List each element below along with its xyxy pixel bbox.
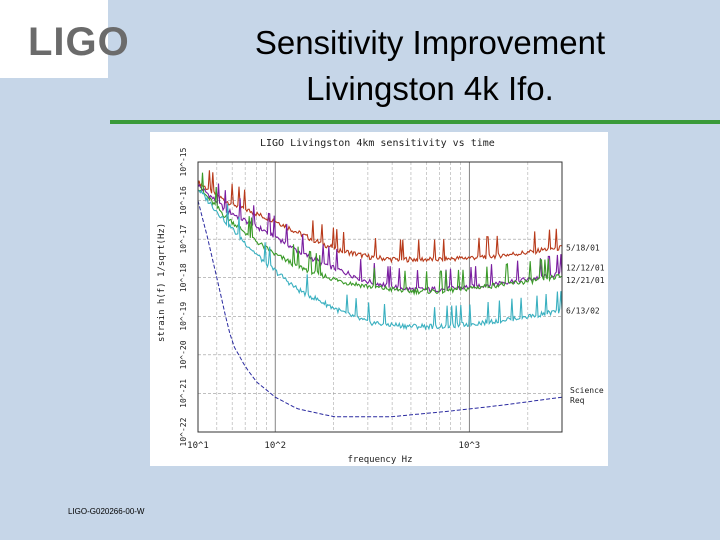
y-axis-label: strain h(f) 1/sqrt(Hz) <box>157 223 167 342</box>
y-tick-label: 10^-22 <box>179 417 188 446</box>
series-label: Req <box>570 396 585 405</box>
ligo-logo: LIGO <box>28 20 130 64</box>
document-id: LIGO-G020266-00-W <box>68 507 145 516</box>
plot-panel: LIGO Livingston 4km sensitivity vs time s… <box>150 132 608 466</box>
y-tick-label: 10^-18 <box>179 263 188 292</box>
series-label: Science <box>570 386 604 395</box>
x-tick-label: 10^2 <box>264 441 286 451</box>
series-label: 12/12/01 <box>566 263 605 272</box>
slide-title: Sensitivity Improvement Livingston 4k If… <box>150 20 710 112</box>
series-line-12-21-01 <box>197 172 563 296</box>
series-line-science-req <box>197 200 563 418</box>
y-tick-label: 10^-15 <box>179 147 188 176</box>
series-label: 12/21/01 <box>566 276 605 285</box>
series-label: 5/18/01 <box>566 244 600 253</box>
x-tick-label: 10^1 <box>187 441 209 451</box>
title-rule <box>110 120 720 124</box>
x-axis-label: frequency Hz <box>347 455 412 465</box>
logo-box: LIGO <box>0 0 129 78</box>
series-line-5-18-01 <box>197 170 563 264</box>
x-tick-label: 10^3 <box>459 441 481 451</box>
y-tick-label: 10^-16 <box>179 186 188 215</box>
series-line-6-13-02 <box>197 189 563 331</box>
title-line-2: Livingston 4k Ifo. <box>306 70 554 107</box>
y-tick-label: 10^-21 <box>179 379 188 408</box>
y-tick-label: 10^-19 <box>179 302 188 331</box>
y-tick-label: 10^-20 <box>179 340 188 369</box>
chart-title: LIGO Livingston 4km sensitivity vs time <box>260 138 495 149</box>
title-line-1: Sensitivity Improvement <box>254 24 606 61</box>
series-label: 6/13/02 <box>566 307 600 316</box>
plot-frame <box>197 161 563 433</box>
y-tick-label: 10^-17 <box>179 224 188 253</box>
sensitivity-chart: LIGO Livingston 4km sensitivity vs time s… <box>150 132 608 466</box>
